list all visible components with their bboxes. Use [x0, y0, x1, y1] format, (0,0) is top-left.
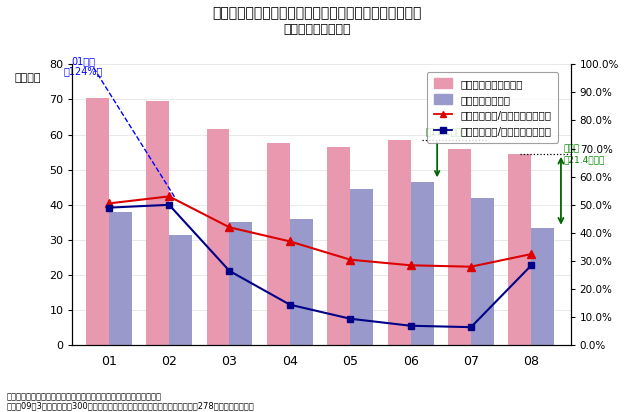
- Text: （11.1兆円）: （11.1兆円）: [425, 128, 467, 136]
- Text: 主要上場企業における退職給付債務・費用等の状況推移: 主要上場企業における退職給付債務・費用等の状況推移: [212, 6, 422, 20]
- Text: （一次集計ベース）: （一次集計ベース）: [283, 23, 351, 36]
- Bar: [290, 219, 313, 345]
- Text: （21.4兆円）: （21.4兆円）: [564, 156, 605, 165]
- Text: （出所）決算データ（有価証券報告書・決算短信）より大和総研作成: （出所）決算データ（有価証券報告書・決算短信）より大和総研作成: [6, 393, 161, 402]
- Bar: [471, 198, 494, 345]
- Bar: [387, 140, 411, 345]
- Legend: 退職給付債務（左軸）, 年金資産（左軸）, 退職給付債務/株主資本（右軸）, 退職給付費用/経常利益（右軸）: 退職給付債務（左軸）, 年金資産（左軸）, 退職給付債務/株主資本（右軸）, 退…: [427, 72, 558, 143]
- Bar: [207, 129, 230, 345]
- Text: （124%）: （124%）: [63, 66, 103, 77]
- Text: （兆円）: （兆円）: [15, 73, 41, 83]
- Bar: [169, 235, 192, 345]
- Bar: [230, 222, 252, 345]
- Bar: [411, 182, 434, 345]
- Bar: [350, 189, 373, 345]
- Bar: [108, 212, 132, 345]
- Text: 注：09年3月時点の日経300対象銘柄のうちデータの連続性等の条件を満たす278社のデータ集計値: 注：09年3月時点の日経300対象銘柄のうちデータの連続性等の条件を満たす278…: [6, 401, 254, 410]
- Text: 未積立: 未積立: [564, 144, 580, 153]
- Text: 01年度: 01年度: [72, 56, 95, 66]
- Bar: [508, 154, 531, 345]
- Bar: [531, 228, 554, 345]
- Bar: [448, 149, 471, 345]
- Bar: [267, 143, 290, 345]
- Bar: [146, 101, 169, 345]
- Bar: [86, 98, 108, 345]
- Bar: [327, 147, 350, 345]
